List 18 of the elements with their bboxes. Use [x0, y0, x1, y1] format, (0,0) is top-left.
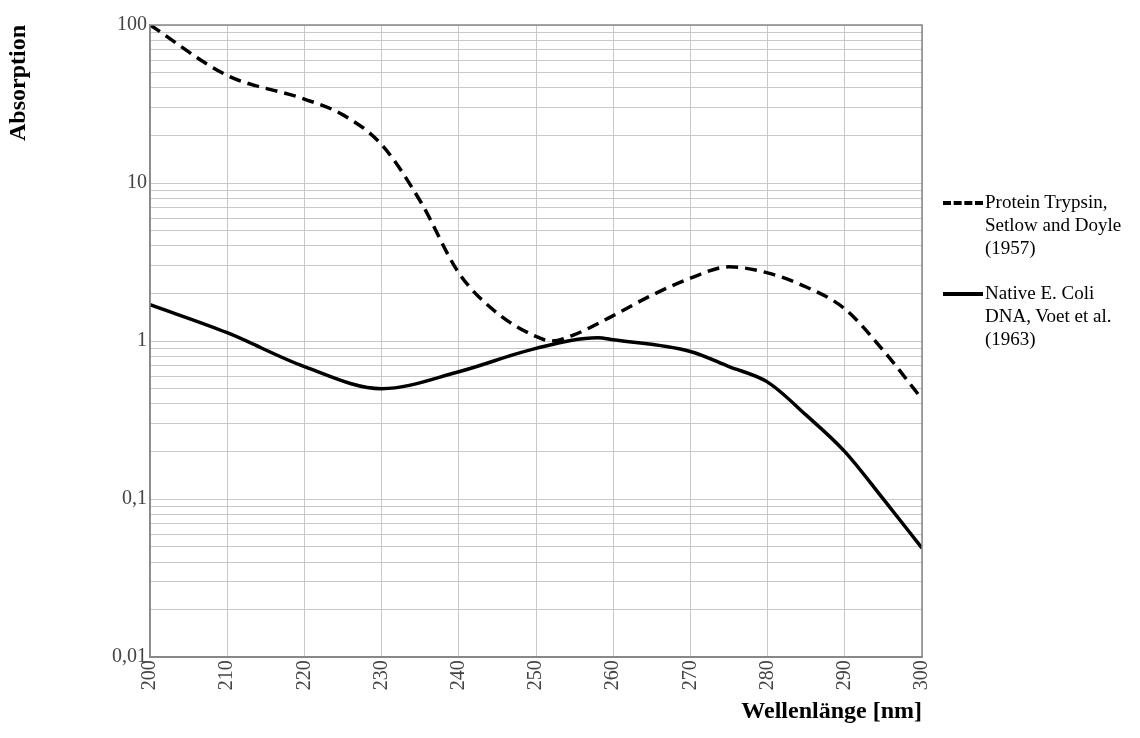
x-tick-label: 250 [523, 660, 546, 691]
x-axis-title: Wellenlänge [nm] [741, 696, 922, 723]
x-tick-label: 270 [677, 660, 700, 691]
y-tick-label: 10 [127, 170, 147, 193]
x-tick-label: 300 [909, 660, 932, 691]
x-tick-label: 260 [600, 660, 623, 691]
legend-label: Protein Trypsin, Setlow and Doyle (1957) [985, 190, 1123, 259]
y-tick-label: 1 [137, 328, 147, 351]
x-tick-label: 280 [754, 660, 777, 691]
x-tick-label: 210 [214, 660, 237, 691]
x-tick-label: 220 [291, 660, 314, 691]
y-tick-label: 0,1 [122, 486, 147, 509]
y-tick-label: 100 [117, 12, 147, 35]
legend-label: Native E. Coli DNA, Voet et al. (1963) [985, 281, 1113, 350]
y-axis-title: Absorption [3, 25, 30, 142]
x-tick-label: 290 [832, 660, 855, 691]
x-tick-label: 240 [446, 660, 469, 691]
x-tick-label: 230 [368, 660, 391, 691]
